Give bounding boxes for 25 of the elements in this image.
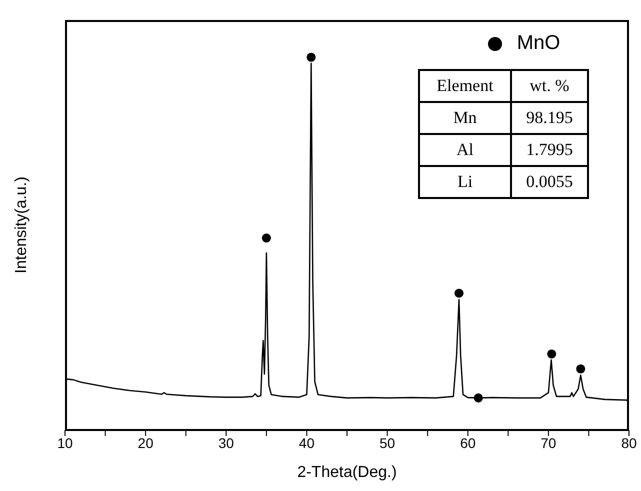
x-tick-label: 50 <box>379 434 396 451</box>
x-tick-label: 80 <box>621 434 637 451</box>
annotation: Al <box>419 134 511 166</box>
annotation: wt. % <box>511 70 588 102</box>
point <box>576 364 586 374</box>
x-tick-label: 30 <box>218 434 234 451</box>
annotation: 1.7995 <box>511 134 588 166</box>
annotation: Mn <box>419 102 511 134</box>
point <box>474 393 483 402</box>
point <box>306 52 316 62</box>
x-tick-label: 40 <box>298 434 315 451</box>
annotation: Li <box>419 166 511 198</box>
point <box>262 234 271 243</box>
point <box>547 349 556 358</box>
annotation: 98.195 <box>511 102 588 134</box>
x-tick-label: 70 <box>540 434 556 451</box>
point <box>454 288 464 298</box>
annotation: 0.0055 <box>511 166 588 198</box>
x-axis-title: 2-Theta(Deg.) <box>297 464 397 481</box>
legend-label: MnO <box>516 32 560 55</box>
x-tick-label: 20 <box>138 434 154 451</box>
y-axis-title: Intensity(a.u.) <box>13 176 31 274</box>
annotation: Element <box>419 70 511 102</box>
x-tick-label: 60 <box>460 434 476 451</box>
x-tick-label: 10 <box>57 434 73 451</box>
